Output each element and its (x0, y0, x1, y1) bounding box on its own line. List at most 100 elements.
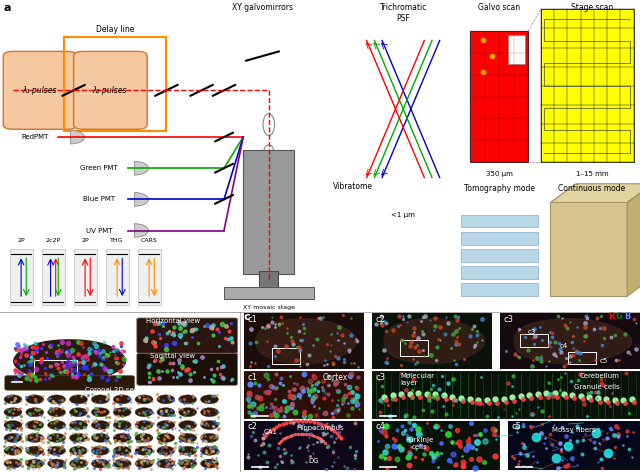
Wedge shape (70, 130, 84, 144)
Ellipse shape (157, 421, 175, 430)
Ellipse shape (70, 408, 88, 417)
Text: Sagittal view: Sagittal view (150, 353, 195, 359)
Ellipse shape (113, 433, 131, 442)
Wedge shape (134, 193, 148, 206)
Ellipse shape (47, 459, 66, 468)
Bar (470, 31, 528, 162)
Text: Cortex: Cortex (323, 372, 348, 381)
Text: c3: c3 (504, 315, 514, 324)
Ellipse shape (26, 459, 44, 468)
Ellipse shape (179, 446, 196, 455)
Text: 350 μm: 350 μm (486, 171, 513, 177)
Ellipse shape (26, 421, 44, 430)
Text: Blue PMT: Blue PMT (83, 196, 115, 202)
Text: 2P: 2P (81, 238, 89, 243)
FancyBboxPatch shape (550, 202, 627, 296)
Ellipse shape (47, 408, 66, 417)
Ellipse shape (26, 408, 44, 417)
Polygon shape (627, 184, 640, 296)
FancyBboxPatch shape (4, 376, 134, 390)
Text: Coronal 2D sections: Coronal 2D sections (85, 387, 155, 393)
Text: λ₂ pulses: λ₂ pulses (93, 86, 127, 95)
Bar (272, 348, 300, 364)
Text: c5: c5 (512, 422, 522, 431)
Polygon shape (256, 319, 357, 363)
Ellipse shape (113, 408, 131, 417)
Ellipse shape (179, 395, 196, 404)
Ellipse shape (4, 408, 22, 417)
FancyBboxPatch shape (259, 271, 278, 290)
Text: R: R (608, 312, 614, 321)
Ellipse shape (4, 395, 22, 404)
Ellipse shape (179, 421, 196, 430)
Ellipse shape (47, 433, 66, 442)
Text: Tomography mode: Tomography mode (464, 184, 534, 193)
Bar (42, 249, 65, 305)
Ellipse shape (4, 459, 22, 468)
Ellipse shape (200, 421, 218, 430)
Text: Delay line: Delay line (96, 25, 134, 34)
Text: Cerebellum: Cerebellum (580, 372, 620, 379)
Wedge shape (134, 161, 148, 175)
Polygon shape (550, 184, 640, 202)
Text: CA1: CA1 (264, 429, 278, 435)
Ellipse shape (157, 408, 175, 417)
Text: b: b (5, 312, 13, 322)
Ellipse shape (70, 459, 88, 468)
Ellipse shape (26, 395, 44, 404)
Ellipse shape (179, 433, 196, 442)
Ellipse shape (200, 459, 218, 468)
Bar (244, 421, 364, 471)
Ellipse shape (92, 421, 109, 430)
Ellipse shape (113, 446, 131, 455)
Bar (372, 313, 492, 369)
FancyBboxPatch shape (3, 51, 77, 129)
Bar (500, 313, 640, 369)
Bar (138, 249, 161, 305)
Text: Mossy fibers: Mossy fibers (552, 427, 596, 433)
Text: THG: THG (110, 238, 124, 243)
Text: c1: c1 (248, 372, 258, 381)
Text: RedPMT: RedPMT (22, 134, 49, 140)
Text: a: a (3, 3, 11, 13)
Text: Granule cells: Granule cells (574, 384, 620, 390)
Ellipse shape (47, 395, 66, 404)
Ellipse shape (200, 433, 218, 442)
Text: λ₁ pulses: λ₁ pulses (22, 86, 57, 95)
Text: 2c2P: 2c2P (45, 238, 61, 243)
Text: Green PMT: Green PMT (81, 165, 118, 171)
Ellipse shape (135, 408, 153, 417)
Bar (508, 35, 525, 64)
FancyBboxPatch shape (461, 284, 538, 296)
Text: 1–15 mm: 1–15 mm (576, 171, 608, 177)
Bar (372, 421, 500, 471)
Ellipse shape (92, 446, 109, 455)
Ellipse shape (157, 459, 175, 468)
FancyBboxPatch shape (461, 232, 538, 244)
Text: Horizontal view: Horizontal view (146, 318, 200, 324)
Text: B: B (624, 312, 630, 321)
Bar (400, 340, 428, 356)
FancyBboxPatch shape (74, 51, 147, 129)
Ellipse shape (70, 421, 88, 430)
Ellipse shape (113, 421, 131, 430)
Text: DG: DG (308, 457, 319, 464)
Bar (520, 334, 548, 347)
Polygon shape (384, 319, 485, 363)
Text: c3: c3 (528, 329, 536, 335)
Ellipse shape (135, 421, 153, 430)
Ellipse shape (92, 433, 109, 442)
Ellipse shape (263, 176, 275, 198)
Text: Vibratome: Vibratome (333, 182, 372, 192)
FancyBboxPatch shape (243, 150, 294, 274)
Text: c2: c2 (248, 422, 258, 431)
Text: Trichromatic
PSF: Trichromatic PSF (380, 3, 427, 23)
Bar (508, 421, 640, 471)
Text: c5: c5 (600, 358, 608, 364)
Text: c4: c4 (560, 344, 568, 349)
Ellipse shape (92, 459, 109, 468)
Bar (106, 249, 129, 305)
Text: c2: c2 (376, 315, 386, 324)
Bar (568, 352, 596, 364)
Text: c3: c3 (376, 372, 386, 381)
